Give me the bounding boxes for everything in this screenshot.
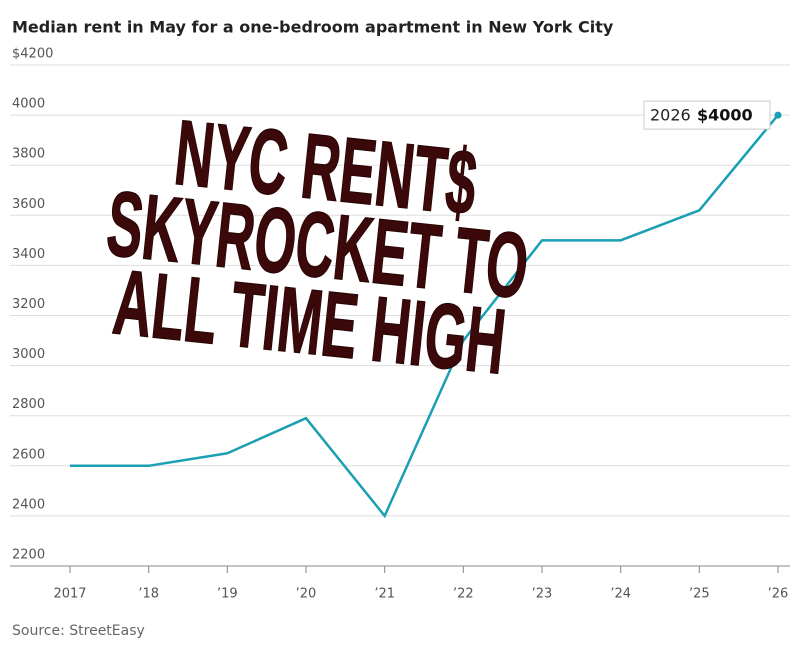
x-tick-label: ’23: [532, 587, 553, 602]
x-tick-label: ’22: [453, 587, 474, 602]
end-point: [774, 111, 782, 119]
x-tick-label: ’21: [374, 587, 395, 602]
y-tick-label: 3800: [12, 147, 45, 162]
y-tick-label: 3000: [12, 347, 45, 362]
data-line: [70, 114, 779, 519]
y-tick-label: 2400: [12, 497, 45, 512]
y-tick-label: 2600: [12, 447, 45, 462]
y-tick-label: 2800: [12, 397, 45, 412]
annotation-box: [643, 100, 771, 130]
source: Source: StreetEasy: [12, 623, 145, 639]
y-tick-label: $4200: [12, 47, 53, 62]
x-tick-label: ’25: [689, 587, 710, 602]
x-tick-label: ’19: [217, 587, 238, 602]
y-tick-label: 2200: [12, 548, 45, 563]
annotation-value: $4000: [697, 106, 753, 125]
y-tick-label: 3200: [12, 297, 45, 312]
x-tick-label: 2017: [53, 587, 86, 602]
y-tick-label: 3400: [12, 247, 45, 262]
x-tick-label: ’24: [610, 587, 631, 602]
x-tick-label: ’20: [296, 587, 317, 602]
chart-title: Median rent in May for a one-bedroom apa…: [12, 18, 614, 37]
x-tick-label: ’26: [768, 587, 789, 602]
y-tick-label: 3600: [12, 197, 45, 212]
x-tick-label: ’18: [138, 587, 159, 602]
annotation-year: 2026: [650, 106, 691, 125]
y-tick-label: 4000: [12, 97, 45, 112]
